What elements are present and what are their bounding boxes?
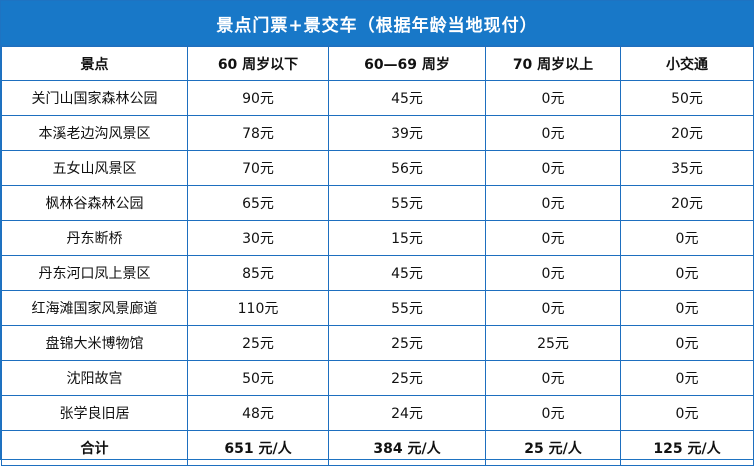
cell-over-70: 0元: [485, 220, 621, 256]
cell-under-60: 65元: [187, 185, 329, 221]
cell-60-69: 39元: [328, 115, 486, 151]
cell-shuttle: 0元: [620, 290, 754, 326]
cell-under-60: 70元: [187, 150, 329, 186]
table-row: 五女山风景区 70元 56元 0元 35元: [1, 150, 754, 186]
cell-attraction: 关门山国家森林公园: [1, 80, 188, 116]
cell-60-69: 55元: [328, 290, 486, 326]
cell-60-69: 24元: [328, 395, 486, 431]
cell-shuttle: 20元: [620, 185, 754, 221]
cell-60-69: 25元: [328, 360, 486, 396]
cell-under-60: 90元: [187, 80, 329, 116]
cell-attraction: 丹东河口凤上景区: [1, 255, 188, 291]
table-row: 盘锦大米博物馆 25元 25元 25元 0元: [1, 325, 754, 361]
cell-over-70: 0元: [485, 115, 621, 151]
header-row: 景点 60 周岁以下 60—69 周岁 70 周岁以上 小交通: [1, 46, 754, 81]
cell-over-70: 0元: [485, 360, 621, 396]
cell-over-70: 0元: [485, 185, 621, 221]
cell-attraction: 枫林谷森林公园: [1, 185, 188, 221]
cell-over-70: 0元: [485, 80, 621, 116]
cell-shuttle: 0元: [620, 220, 754, 256]
table-row: 丹东断桥 30元 15元 0元 0元: [1, 220, 754, 256]
cell-under-60: 48元: [187, 395, 329, 431]
cell-shuttle: 50元: [620, 80, 754, 116]
total-row: 合计 651 元/人 384 元/人 25 元/人 125 元/人: [1, 430, 754, 466]
header-60-69: 60—69 周岁: [328, 46, 486, 81]
cell-under-60: 50元: [187, 360, 329, 396]
table-row: 丹东河口凤上景区 85元 45元 0元 0元: [1, 255, 754, 291]
cell-attraction: 沈阳故宫: [1, 360, 188, 396]
cell-60-69: 25元: [328, 325, 486, 361]
cell-under-60: 85元: [187, 255, 329, 291]
total-under-60: 651 元/人: [187, 430, 329, 466]
cell-over-70: 0元: [485, 395, 621, 431]
cell-attraction: 五女山风景区: [1, 150, 188, 186]
cell-over-70: 0元: [485, 150, 621, 186]
cell-over-70: 0元: [485, 255, 621, 291]
cell-60-69: 45元: [328, 255, 486, 291]
cell-under-60: 110元: [187, 290, 329, 326]
cell-shuttle: 35元: [620, 150, 754, 186]
table-row: 红海滩国家风景廊道 110元 55元 0元 0元: [1, 290, 754, 326]
cell-under-60: 78元: [187, 115, 329, 151]
table-row: 关门山国家森林公园 90元 45元 0元 50元: [1, 80, 754, 116]
cell-under-60: 25元: [187, 325, 329, 361]
table-row: 枫林谷森林公园 65元 55元 0元 20元: [1, 185, 754, 221]
cell-shuttle: 20元: [620, 115, 754, 151]
cell-60-69: 15元: [328, 220, 486, 256]
header-over-70: 70 周岁以上: [485, 46, 621, 81]
table-row: 本溪老边沟风景区 78元 39元 0元 20元: [1, 115, 754, 151]
ticket-price-table: 景点 60 周岁以下 60—69 周岁 70 周岁以上 小交通 关门山国家森林公…: [1, 46, 754, 466]
cell-shuttle: 0元: [620, 395, 754, 431]
cell-60-69: 45元: [328, 80, 486, 116]
total-over-70: 25 元/人: [485, 430, 621, 466]
table-row: 沈阳故宫 50元 25元 0元 0元: [1, 360, 754, 396]
header-attraction: 景点: [1, 46, 188, 81]
total-60-69: 384 元/人: [328, 430, 486, 466]
header-shuttle: 小交通: [620, 46, 754, 81]
cell-attraction: 盘锦大米博物馆: [1, 325, 188, 361]
cell-attraction: 红海滩国家风景廊道: [1, 290, 188, 326]
cell-60-69: 56元: [328, 150, 486, 186]
table-row: 张学良旧居 48元 24元 0元 0元: [1, 395, 754, 431]
cell-over-70: 0元: [485, 290, 621, 326]
header-under-60: 60 周岁以下: [187, 46, 329, 81]
cell-shuttle: 0元: [620, 255, 754, 291]
cell-shuttle: 0元: [620, 360, 754, 396]
cell-under-60: 30元: [187, 220, 329, 256]
cell-attraction: 丹东断桥: [1, 220, 188, 256]
cell-attraction: 张学良旧居: [1, 395, 188, 431]
cell-over-70: 25元: [485, 325, 621, 361]
cell-60-69: 55元: [328, 185, 486, 221]
table-title: 景点门票+景交车（根据年龄当地现付）: [1, 1, 753, 46]
cell-shuttle: 0元: [620, 325, 754, 361]
total-shuttle: 125 元/人: [620, 430, 754, 466]
total-label: 合计: [1, 430, 188, 466]
cell-attraction: 本溪老边沟风景区: [1, 115, 188, 151]
